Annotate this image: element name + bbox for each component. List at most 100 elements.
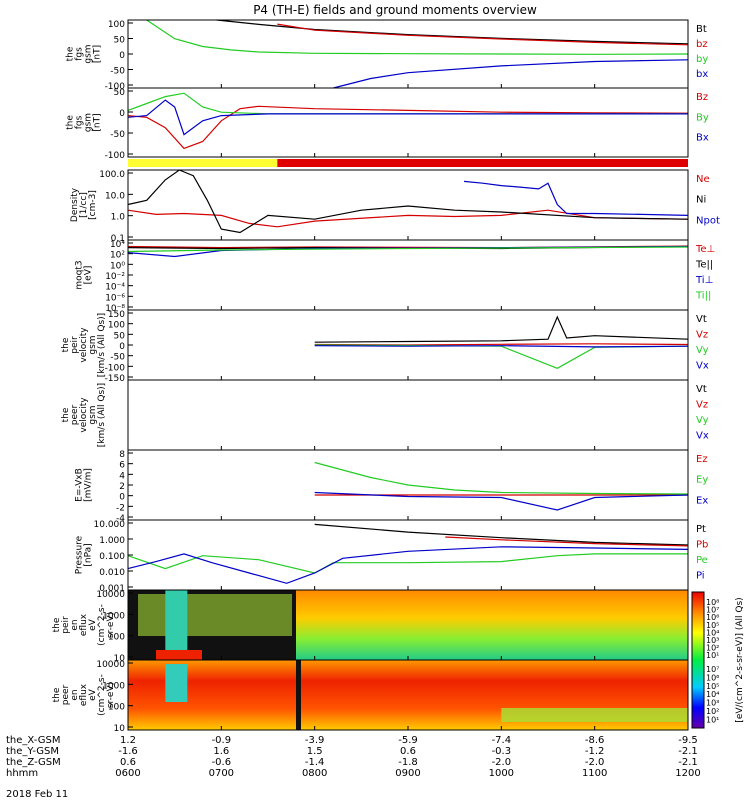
spectrogram-layer [128,590,688,730]
ylabel-line: en [70,689,80,700]
ylabel-line: [1/cc] [79,192,89,218]
ytick-label: 0 [119,109,125,119]
colorbar-tick-lower: 10⁴ [706,690,719,699]
ylabel-line: gsm [84,113,94,132]
ylabel-line: moqt3 [75,260,85,289]
colorbar-tick-upper: 10⁷ [706,606,719,615]
series-Bz [127,105,689,150]
legend-Te⊥: Te⊥ [695,244,715,255]
colorbar-gradient [692,592,704,728]
xaxis-value: -0.9 [212,735,232,746]
series-Ex [314,491,689,511]
xaxis-row-label: the_X-GSM [6,735,60,746]
legend-Pt: Pt [696,524,706,535]
panel-frame [127,169,689,241]
peir-spec-main [296,590,688,660]
panel-pressure: 10.000 1.000 0.100 0.010 0.001 Pressure [nPa] P… [75,519,708,594]
xaxis-value: -3.9 [305,735,325,746]
series-Pi [127,546,689,584]
mode-bar-fast [277,159,688,167]
x-axis-labels: the_X-GSMthe_Y-GSMthe_Z-GSMhhmm1.2-1.60.… [6,735,701,779]
ytick-label: 1000 [102,681,125,691]
series-Bt [216,19,689,45]
ytick-label: 10⁻⁴ [105,283,125,293]
panel-velocity_peer: the peer velocity gsm [km/s (All Qs)] Vt Vz Vy V… [61,379,709,451]
legend-Ti||: Ti|| [695,291,711,302]
peer-spec-spike [165,664,188,702]
xaxis-row-label: the_Y-GSM [6,746,59,757]
ylabel-line: peer [70,404,80,425]
ylabel-line: the [52,617,62,632]
panel-peir_spec: 10000 1000 100 10 the peir en eflux eV (cm^2-s-sr… [52,589,689,664]
xaxis-value: 0900 [395,768,420,779]
mode-bar [128,159,688,167]
legend-Vy: Vy [696,415,709,426]
legend-Vz: Vz [696,330,708,341]
panel-frame [127,379,689,451]
ytick-label: 1000 [102,611,125,621]
xaxis-value: 1.5 [307,746,323,757]
ylabel-line: [cm-3] [88,190,98,220]
xaxis-value: 0700 [209,768,234,779]
series-Bx [127,99,688,136]
peir-spec-early [138,594,292,636]
ytick-label: 100 [108,703,125,713]
ytick-label: 10 [114,654,126,664]
ytick-label: 10 [114,724,126,734]
legend-Ne: Ne [696,174,710,185]
ylabel-line: gsm [88,405,98,424]
ylabel-line: eV [88,688,98,701]
ytick-label: -100 [105,151,126,161]
legend-bx: bx [696,69,708,80]
colorbar-frame [691,591,705,729]
ylabel-line: [nT] [93,113,103,131]
ytick-label: 100 [108,633,125,643]
ytick-label: 10000 [96,590,125,600]
legend-Vt: Vt [696,314,707,325]
panel-fgs_gse: 100 50 0 -50 -100 the fgs gsm [nT] Bt bz by bx [66,19,708,92]
ytick-label: 10⁰ [110,261,125,271]
colorbar-tick-upper: 10⁶ [706,613,719,622]
panel-frame [127,519,689,591]
series-Vy [314,344,689,369]
ytick-label: 10⁻⁸ [105,304,125,314]
xaxis-value: -9.5 [678,735,698,746]
colorbar-tick-lower: 10⁷ [706,665,719,674]
legend-Ni: Ni [696,195,706,206]
date-label: 2018 Feb 11 [6,789,68,800]
ytick-label: 10⁴ [110,240,125,250]
panel-fgs_gsm: 50 0 -50 -100 the fgs gsm [nT] Bz By Bx [66,87,709,161]
series-Ey [314,461,689,495]
ylabel-line: peer [61,684,71,705]
colorbar-tick-upper: 10³ [706,636,719,645]
ytick-label: 150 [108,310,125,320]
xaxis-value: -1.6 [118,746,138,757]
ylabel-line: the [61,337,71,352]
series-Vx [314,345,689,348]
ylabel-line: sr-eV) [106,612,116,638]
ytick-label: 10⁻² [105,272,125,282]
ylabel-line: [nPa] [84,543,94,566]
ylabel-line: (cm^2-s- [97,604,107,646]
ytick-label: 0.010 [99,568,125,578]
ylabel-line: the [66,46,76,61]
ylabel-line: E=-VxB [75,468,85,502]
series-Vt [314,315,689,343]
ylabel-line: [nT] [93,45,103,63]
legend-Pb: Pb [696,540,708,551]
legend-Ti⊥: Ti⊥ [695,275,713,286]
ylabel-line: peir [61,616,71,634]
ylabel-line: gsm [84,44,94,63]
ylabel-line: the [52,687,62,702]
series-Ti|| [127,246,689,253]
ytick-label: 0.100 [99,552,125,562]
xaxis-value: 1200 [675,768,700,779]
xaxis-value: -7.4 [492,735,512,746]
ytick-label: 100 [108,321,125,331]
ytick-label: -50 [110,130,125,140]
ytick-label: 10.000 [94,520,126,530]
